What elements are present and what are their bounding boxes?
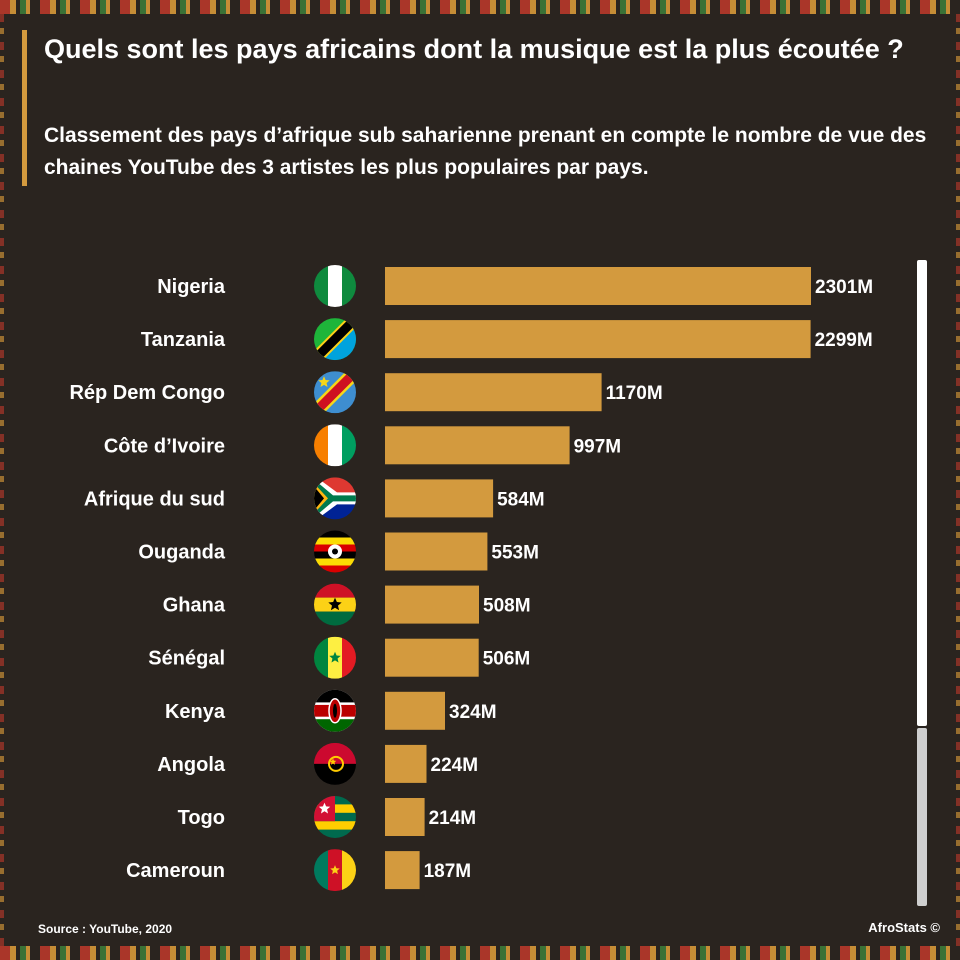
data-label: 2299M (815, 330, 873, 351)
category-label: Nigeria (157, 276, 226, 298)
uganda-flag-icon (314, 530, 356, 573)
category-label: Tanzania (141, 329, 226, 351)
category-label: Côte d’Ivoire (104, 435, 225, 457)
drc-flag-icon (314, 371, 356, 414)
header-accent-bar (22, 30, 27, 186)
data-label: 214M (429, 808, 477, 829)
category-label: Ouganda (138, 542, 226, 564)
togo-flag-icon (314, 796, 356, 838)
category-label: Rép Dem Congo (69, 382, 225, 404)
bar (385, 426, 570, 465)
category-label: Cameroun (126, 860, 225, 882)
data-label: 2301M (815, 277, 873, 298)
decorative-pattern-top (0, 0, 960, 14)
bar (385, 320, 811, 359)
angola-flag-icon (314, 742, 356, 785)
data-label: 187M (424, 861, 472, 882)
bar (385, 851, 420, 890)
senegal-flag-icon (314, 636, 356, 679)
scrollbar-thumb[interactable] (917, 260, 927, 726)
data-label: 553M (491, 543, 539, 564)
data-label: 508M (483, 596, 531, 617)
category-label: Sénégal (148, 648, 225, 670)
data-label: 584M (497, 489, 545, 510)
data-label: 224M (431, 755, 479, 776)
bar (385, 373, 602, 412)
data-label: 1170M (606, 383, 663, 404)
ghana-flag-icon (314, 583, 356, 626)
kenya-flag-icon (314, 689, 356, 732)
bar (385, 267, 811, 305)
source-note: Source : YouTube, 2020 (38, 922, 173, 936)
category-label: Togo (178, 807, 225, 829)
tanzania-flag-icon (314, 318, 356, 361)
bar (385, 798, 425, 836)
scrollbar-track[interactable] (917, 728, 927, 906)
decorative-pattern-bottom (0, 946, 960, 960)
data-label: 506M (483, 649, 531, 670)
nigeria-flag-icon (314, 265, 356, 307)
bar (385, 744, 427, 783)
category-label: Angola (157, 754, 226, 776)
decorative-pattern-left (0, 14, 4, 946)
category-label: Ghana (163, 595, 226, 617)
category-label: Afrique du sud (84, 488, 225, 510)
chart-scrollbar[interactable] (915, 258, 929, 908)
bar (385, 638, 479, 677)
chart-title: Quels sont les pays africains dont la mu… (44, 34, 904, 64)
bar (385, 585, 479, 624)
bar (385, 479, 494, 518)
decorative-pattern-right (956, 14, 960, 946)
bar (385, 532, 488, 571)
south-africa-flag-icon (314, 477, 356, 520)
cote-divoire-flag-icon (314, 424, 356, 467)
brand-credit: AfroStats © (868, 920, 940, 935)
category-label: Kenya (165, 701, 226, 723)
cameroon-flag-icon (314, 849, 356, 892)
data-label: 997M (574, 436, 622, 457)
bar (385, 691, 445, 730)
data-label: 324M (449, 702, 497, 723)
chart-subtitle: Classement des pays d’afrique sub sahari… (44, 124, 927, 179)
